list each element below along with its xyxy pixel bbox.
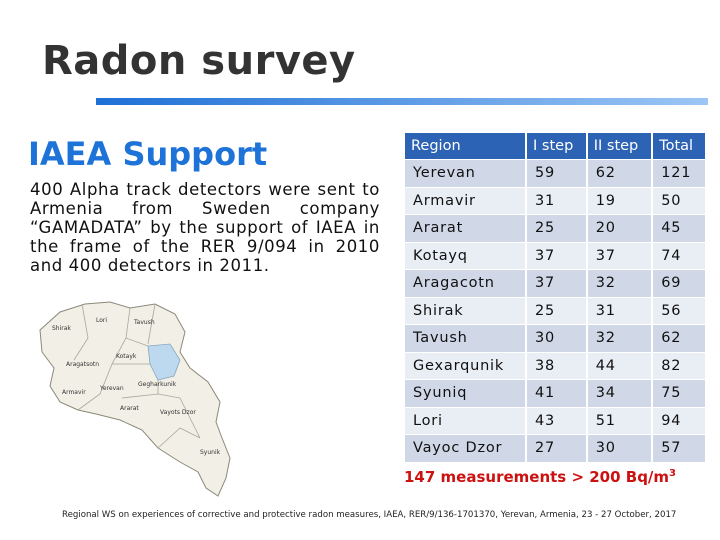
map-label: Kotayk bbox=[116, 353, 137, 360]
cell-region: Tavush bbox=[405, 324, 528, 352]
map-label: Ararat bbox=[120, 405, 139, 412]
cell-total: 62 bbox=[653, 324, 707, 352]
cell-total: 82 bbox=[653, 351, 707, 379]
table-row: Gexarqunik 38 44 82 bbox=[405, 351, 707, 379]
regions-table: Region I step II step Total Yerevan 59 62 1… bbox=[405, 133, 707, 462]
cell-region: Vayoc Dzor bbox=[405, 434, 528, 462]
cell-step2: 44 bbox=[587, 351, 654, 379]
note-text: 147 measurements > 200 Bq/m bbox=[404, 468, 670, 486]
cell-total: 50 bbox=[653, 186, 707, 214]
cell-region: Kotayq bbox=[405, 241, 528, 269]
cell-step1: 38 bbox=[527, 351, 588, 379]
cell-step2: 19 bbox=[587, 186, 654, 214]
cell-region: Shirak bbox=[405, 296, 528, 324]
table-header-row: Region I step II step Total bbox=[405, 133, 707, 159]
body-text: 400 Alpha track detectors were sent to A… bbox=[30, 180, 380, 275]
table-row: Syuniq 41 34 75 bbox=[405, 379, 707, 407]
table-row: Aragacotn 37 32 69 bbox=[405, 269, 707, 297]
table-row: Kotayq 37 37 74 bbox=[405, 241, 707, 269]
cell-step1: 27 bbox=[527, 434, 588, 462]
cell-step1: 37 bbox=[527, 241, 588, 269]
header-region: Region bbox=[405, 133, 528, 159]
cell-region: Ararat bbox=[405, 214, 528, 242]
footer: Regional WS on experiences of corrective… bbox=[62, 510, 677, 520]
map-label: Gegharkunik bbox=[138, 381, 177, 388]
cell-step1: 31 bbox=[527, 186, 588, 214]
cell-step1: 41 bbox=[527, 379, 588, 407]
measurement-note: 147 measurements > 200 Bq/m3 bbox=[404, 468, 676, 486]
map-label: Aragatsotn bbox=[66, 361, 99, 368]
cell-region: Syuniq bbox=[405, 379, 528, 407]
cell-region: Armavir bbox=[405, 186, 528, 214]
map-label: Shirak bbox=[52, 325, 71, 332]
cell-total: 69 bbox=[653, 269, 707, 297]
cell-step2: 32 bbox=[587, 269, 654, 297]
note-superscript: 3 bbox=[669, 468, 677, 479]
header-step1: I step bbox=[527, 133, 588, 159]
map-label: Vayots Dzor bbox=[160, 409, 196, 416]
map-label: Syunik bbox=[200, 449, 221, 456]
map-label: Tavush bbox=[133, 319, 155, 326]
armenia-map: Shirak Lori Tavush Aragatsotn Kotayk Geg… bbox=[39, 301, 231, 497]
cell-step1: 25 bbox=[527, 214, 588, 242]
cell-step2: 30 bbox=[587, 434, 654, 462]
cell-step2: 37 bbox=[587, 241, 654, 269]
cell-total: 45 bbox=[653, 214, 707, 242]
cell-step1: 37 bbox=[527, 269, 588, 297]
cell-region: Lori bbox=[405, 406, 528, 434]
cell-total: 121 bbox=[653, 159, 707, 187]
cell-total: 94 bbox=[653, 406, 707, 434]
table-body: Yerevan 59 62 121 Armavir 31 19 50 Ararat 25 20 45 K… bbox=[405, 159, 707, 462]
table-row: Shirak 25 31 56 bbox=[405, 296, 707, 324]
slide-title: Radon survey bbox=[42, 38, 356, 84]
cell-total: 56 bbox=[653, 296, 707, 324]
map-shape bbox=[39, 301, 231, 497]
cell-step1: 30 bbox=[527, 324, 588, 352]
map-label: Armavir bbox=[62, 389, 86, 396]
title-underline bbox=[96, 98, 708, 105]
header-total: Total bbox=[653, 133, 707, 159]
map-label: Yerevan bbox=[99, 385, 124, 392]
cell-region: Aragacotn bbox=[405, 269, 528, 297]
cell-total: 57 bbox=[653, 434, 707, 462]
cell-total: 75 bbox=[653, 379, 707, 407]
cell-step2: 62 bbox=[587, 159, 654, 187]
cell-step1: 43 bbox=[527, 406, 588, 434]
cell-step1: 59 bbox=[527, 159, 588, 187]
cell-step1: 25 bbox=[527, 296, 588, 324]
map-label: Lori bbox=[96, 317, 107, 324]
table-row: Ararat 25 20 45 bbox=[405, 214, 707, 242]
cell-step2: 32 bbox=[587, 324, 654, 352]
header-step2: II step bbox=[587, 133, 654, 159]
table-row: Tavush 30 32 62 bbox=[405, 324, 707, 352]
slide-subtitle: IAEA Support bbox=[28, 135, 268, 173]
cell-step2: 31 bbox=[587, 296, 654, 324]
table-row: Armavir 31 19 50 bbox=[405, 186, 707, 214]
cell-step2: 34 bbox=[587, 379, 654, 407]
cell-region: Yerevan bbox=[405, 159, 528, 187]
table-row: Vayoc Dzor 27 30 57 bbox=[405, 434, 707, 462]
cell-region: Gexarqunik bbox=[405, 351, 528, 379]
table-row: Lori 43 51 94 bbox=[405, 406, 707, 434]
cell-total: 74 bbox=[653, 241, 707, 269]
table-row: Yerevan 59 62 121 bbox=[405, 159, 707, 187]
cell-step2: 20 bbox=[587, 214, 654, 242]
cell-step2: 51 bbox=[587, 406, 654, 434]
